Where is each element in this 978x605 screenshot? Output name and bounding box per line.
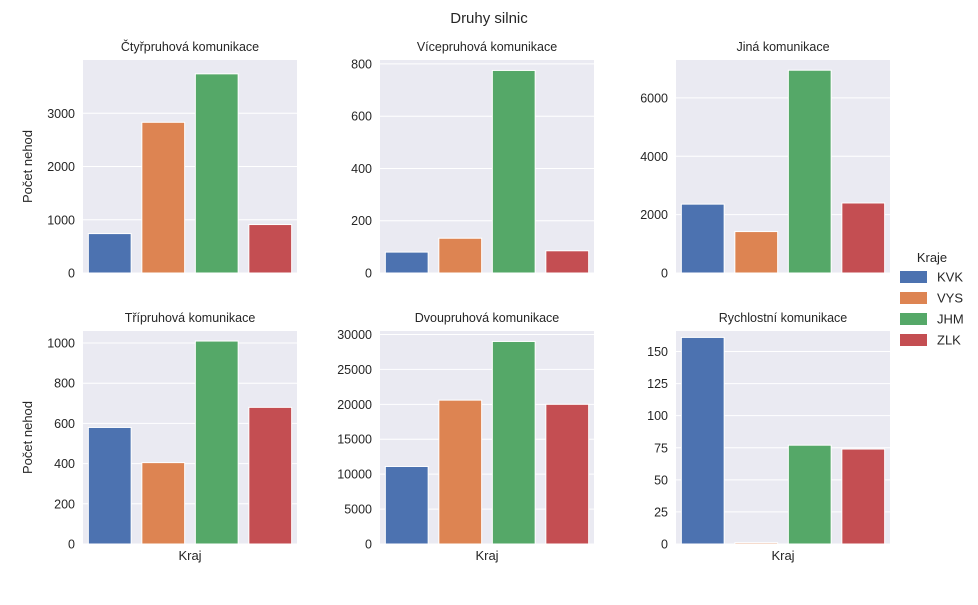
subplot-title: Třípruhová komunikace xyxy=(125,311,256,325)
legend-title: Kraje xyxy=(917,250,947,265)
bar-jhm xyxy=(491,69,536,274)
y-tick-label: 400 xyxy=(351,162,372,176)
y-tick-label: 4000 xyxy=(640,150,668,164)
subplot-5: 0 5000 10000 15000 20000 25000 30000 Dvoupruhov… xyxy=(337,311,594,563)
y-tick-label: 25 xyxy=(654,505,668,519)
bar-jhm xyxy=(491,340,536,545)
bar-kvk xyxy=(384,251,429,274)
y-tick-label: 6000 xyxy=(640,91,668,105)
y-tick-label: 5000 xyxy=(344,503,372,517)
y-tick-label: 75 xyxy=(654,441,668,455)
legend: Kraje KVK VYS JHM ZLK xyxy=(900,250,964,348)
bar-kvk xyxy=(87,233,132,274)
legend-swatch-zlk xyxy=(900,334,927,346)
bar-jhm xyxy=(194,73,239,274)
subplot-title: Vícepruhová komunikace xyxy=(417,40,557,54)
y-tick-label: 150 xyxy=(647,345,668,359)
y-axis-label: Počet nehod xyxy=(20,130,35,203)
legend-label-zlk: ZLK xyxy=(937,333,961,348)
y-tick-label: 0 xyxy=(365,267,372,281)
bar-kvk xyxy=(680,203,725,274)
bar-kvk xyxy=(87,426,132,545)
subplot-4: 0 200 400 600 800 1000 Třípruhová komunikace Po… xyxy=(20,311,297,563)
y-tick-label: 100 xyxy=(647,409,668,423)
y-tick-label: 600 xyxy=(351,110,372,124)
y-tick-label: 125 xyxy=(647,377,668,391)
y-tick-label: 0 xyxy=(661,267,668,281)
bar-zlk xyxy=(841,448,886,545)
x-axis-label: Kraj xyxy=(475,548,498,563)
bar-vys xyxy=(141,462,186,545)
y-tick-label: 30000 xyxy=(337,328,372,342)
y-tick-label: 2000 xyxy=(47,160,75,174)
subplot-1: 0 1000 2000 3000 Čtyřpruhová komunikace Počet… xyxy=(20,39,297,281)
x-axis-label: Kraj xyxy=(771,548,794,563)
subplot-title: Rychlostní komunikace xyxy=(719,311,848,325)
bar-jhm xyxy=(787,444,832,545)
legend-swatch-jhm xyxy=(900,313,927,325)
y-tick-label: 1000 xyxy=(47,213,75,227)
legend-swatch-vys xyxy=(900,292,927,304)
bar-vys xyxy=(734,231,779,274)
y-tick-label: 25000 xyxy=(337,363,372,377)
y-tick-label: 50 xyxy=(654,473,668,487)
y-tick-label: 200 xyxy=(54,497,75,511)
bar-zlk xyxy=(248,224,293,274)
bar-kvk xyxy=(680,336,725,545)
bar-zlk xyxy=(841,202,886,274)
plot-area xyxy=(380,60,594,273)
y-tick-label: 400 xyxy=(54,457,75,471)
y-axis-label: Počet nehod xyxy=(20,401,35,474)
bar-kvk xyxy=(384,465,429,545)
bar-jhm xyxy=(194,340,239,545)
y-tick-label: 2000 xyxy=(640,208,668,222)
y-tick-label: 600 xyxy=(54,417,75,431)
subplot-6: 0 25 50 75 100 125 150 Rychlostní komunikace Kra… xyxy=(647,311,890,563)
y-tick-label: 200 xyxy=(351,214,372,228)
y-tick-label: 800 xyxy=(54,377,75,391)
legend-label-vys: VYS xyxy=(937,291,963,306)
y-tick-label: 0 xyxy=(661,538,668,552)
bar-jhm xyxy=(787,69,832,274)
y-tick-label: 10000 xyxy=(337,468,372,482)
bar-zlk xyxy=(248,406,293,545)
bar-vys xyxy=(438,237,483,274)
y-tick-label: 0 xyxy=(68,538,75,552)
bar-zlk xyxy=(545,250,590,274)
y-tick-label: 0 xyxy=(365,538,372,552)
subplot-3: 0 2000 4000 6000 Jiná komunikace xyxy=(640,40,890,281)
bar-vys xyxy=(141,121,186,274)
legend-label-kvk: KVK xyxy=(937,270,963,285)
y-tick-label: 0 xyxy=(68,267,75,281)
y-tick-label: 1000 xyxy=(47,337,75,351)
legend-label-jhm: JHM xyxy=(937,312,964,327)
y-tick-label: 800 xyxy=(351,57,372,71)
x-axis-label: Kraj xyxy=(178,548,201,563)
y-tick-label: 15000 xyxy=(337,433,372,447)
y-tick-label: 3000 xyxy=(47,107,75,121)
legend-swatch-kvk xyxy=(900,271,927,283)
subplot-2: 0 200 400 600 800 Vícepruhová komunikace xyxy=(351,40,594,281)
y-tick-label: 20000 xyxy=(337,398,372,412)
bar-zlk xyxy=(545,403,590,545)
figure-title: Druhy silnic xyxy=(450,10,528,27)
subplot-title: Čtyřpruhová komunikace xyxy=(121,39,259,54)
subplot-title: Jiná komunikace xyxy=(736,40,829,54)
subplot-title: Dvoupruhová komunikace xyxy=(415,311,560,325)
bar-vys xyxy=(734,542,779,545)
bar-vys xyxy=(438,399,483,545)
